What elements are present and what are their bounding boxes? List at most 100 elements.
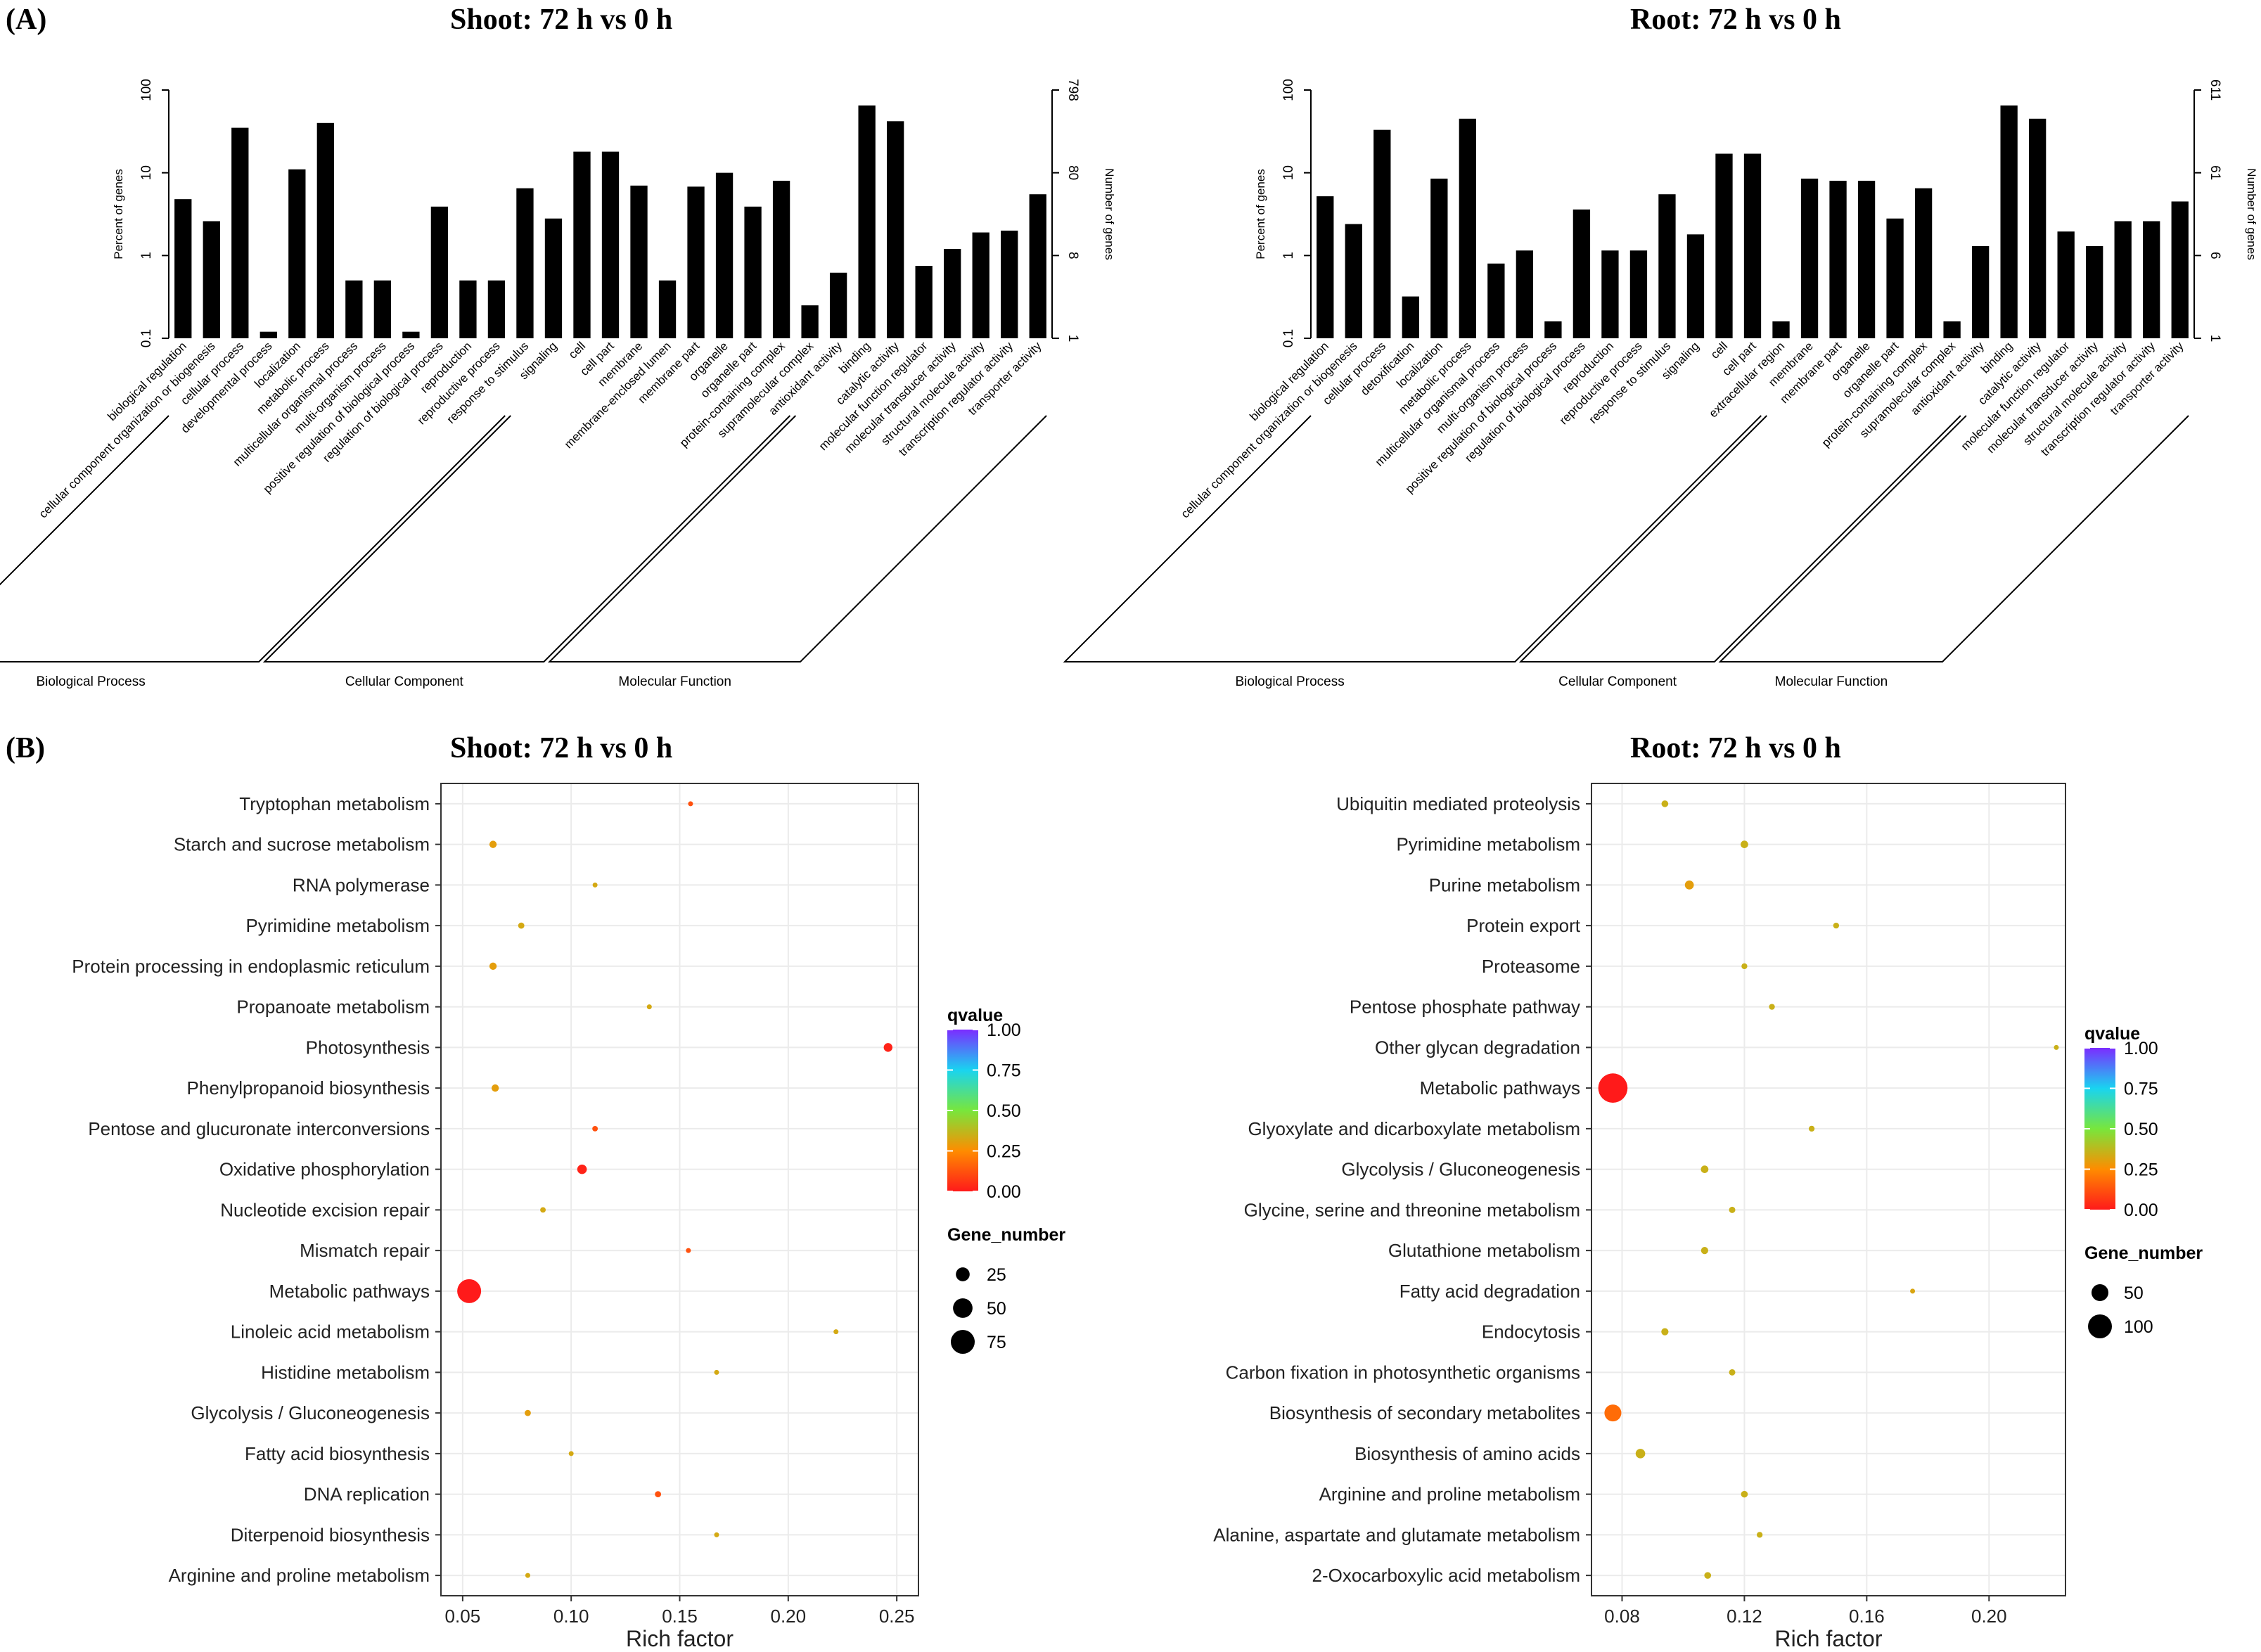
- y-tick-label: 0.1: [1281, 329, 1296, 347]
- point-tryptophan-metabolism: [688, 801, 693, 807]
- bar-biological-regulation: [174, 199, 192, 338]
- bar-cell: [1715, 153, 1733, 338]
- point-oxidative-phosphorylation: [577, 1164, 587, 1174]
- kegg-shoot-title: Shoot: 72 h vs 0 h: [450, 732, 673, 764]
- bar-signaling: [544, 218, 563, 338]
- pathway-label: Glyoxylate and dicarboxylate metabolism: [1248, 1118, 1580, 1139]
- bar-organelle: [715, 172, 734, 338]
- point-nucleotide-excision-repair: [540, 1207, 546, 1213]
- bar-reproductive-process: [487, 280, 506, 338]
- y-tick-label: 100: [1281, 79, 1296, 101]
- legend-color-tick: 0.50: [2124, 1120, 2158, 1139]
- pathway-label: RNA polymerase: [293, 874, 430, 895]
- x-tick-label: 0.08: [1604, 1606, 1640, 1627]
- group-label: Biological Process: [36, 674, 145, 689]
- y2-tick-label: 611: [2208, 79, 2222, 101]
- y-tick-label: 10: [139, 165, 154, 180]
- point-dna-replication: [655, 1491, 662, 1498]
- bar-protein-containing-complex: [1914, 188, 1933, 338]
- bar-antioxidant-activity: [1971, 245, 1990, 338]
- x-tick-label: 0.10: [553, 1606, 589, 1627]
- point-biosynthesis-of-secondary-metabolites: [1604, 1404, 1622, 1422]
- go-root-chart: 0.1 1 10 100 1 6 61 611 Percent of genes Number o…: [1063, 79, 2258, 689]
- panel-a-label: (A): [6, 4, 47, 36]
- bar-regulation-of-biological-process: [430, 206, 449, 338]
- group-label: Cellular Component: [1558, 674, 1677, 689]
- point-alanine-aspartate-and-glutamate-metabolism: [1756, 1532, 1763, 1538]
- legend-size-label: 100: [2124, 1317, 2153, 1337]
- pathway-label: Photosynthesis: [306, 1037, 430, 1058]
- group-bracket-molecular-function: [1718, 415, 2189, 662]
- point-diterpenoid-biosynthesis: [714, 1532, 719, 1537]
- bar-localization: [1430, 178, 1448, 338]
- bar-cellular-component-organization-or-biogenesis: [1345, 224, 1362, 338]
- pathway-label: Glycine, serine and threonine metabolism: [1244, 1199, 1580, 1220]
- legend-size-title: Gene_number: [2084, 1243, 2203, 1263]
- point-biosynthesis-of-amino-acids: [1635, 1449, 1646, 1459]
- y-tick-label: 0.1: [139, 329, 154, 347]
- bar-supramolecular-complex: [801, 305, 819, 338]
- bar-biological-regulation: [1317, 196, 1334, 338]
- pathway-label: Other glycan degradation: [1375, 1037, 1580, 1058]
- y2-tick-label: 6: [2208, 252, 2222, 260]
- bar-multicellular-organismal-process: [345, 280, 363, 338]
- bar-membrane-part: [687, 186, 705, 338]
- point-pentose-and-glucuronate-interconversions: [592, 1125, 598, 1132]
- legend-color-tick: 1.00: [2124, 1039, 2158, 1058]
- bar-membrane-enclosed-lumen: [658, 280, 677, 338]
- legend-color-title: qvalue: [2084, 1024, 2140, 1044]
- legend-size-label: 75: [987, 1333, 1006, 1352]
- bar-molecular-transducer-activity: [944, 249, 961, 338]
- bar-transcription-regulator-activity: [1001, 230, 1018, 338]
- point-proteasome: [1741, 963, 1748, 970]
- x-tick-label: 0.12: [1727, 1606, 1762, 1627]
- pathway-label: DNA replication: [304, 1484, 430, 1505]
- group-bracket-biological-process: [0, 415, 506, 662]
- category-label: cellular component organization or bioge…: [1179, 339, 1360, 520]
- kegg-root-chart: Ubiquitin mediated proteolysis Pyrimidine…: [1213, 783, 2203, 1651]
- y2-axis-title: Number of genes: [1103, 168, 1116, 260]
- point-protein-export: [1833, 922, 1840, 929]
- pathway-label: Glycolysis / Gluconeogenesis: [191, 1402, 430, 1423]
- pathway-label: Pentose and glucuronate interconversions: [88, 1118, 430, 1139]
- bar-metabolic-process: [1459, 118, 1476, 338]
- plot-border: [1591, 783, 2066, 1596]
- pathway-label: Pentose phosphate pathway: [1350, 997, 1580, 1018]
- x-axis-title: Rich factor: [626, 1626, 734, 1651]
- bar-structural-molecule-activity: [2114, 221, 2132, 338]
- y2-axis-title: Number of genes: [2245, 168, 2258, 260]
- y2-tick-label: 80: [1065, 165, 1080, 180]
- y2-tick-label: 61: [2208, 165, 2222, 180]
- y-axis-title: Percent of genes: [112, 169, 125, 260]
- point-glutathione-metabolism: [1700, 1247, 1708, 1255]
- pathway-label: Fatty acid degradation: [1399, 1281, 1580, 1302]
- point-photosynthesis: [883, 1043, 892, 1052]
- group-bracket-molecular-function: [547, 415, 1047, 662]
- bar-binding: [858, 105, 876, 338]
- bar-response-to-stimulus: [1658, 194, 1676, 338]
- group-label: Biological Process: [1236, 674, 1345, 689]
- bar-localization: [288, 169, 306, 338]
- point-starch-and-sucrose-metabolism: [489, 840, 497, 848]
- legend-color-tick: 0.25: [2124, 1160, 2158, 1180]
- bar-multi-organism-process: [373, 280, 392, 338]
- bar-molecular-function-regulator: [2057, 231, 2075, 338]
- bar-transcription-regulator-activity: [2143, 221, 2160, 338]
- legend-size-label: 25: [987, 1265, 1006, 1285]
- bar-molecular-function-regulator: [915, 266, 933, 338]
- pathway-label: Proteasome: [1482, 956, 1580, 977]
- point-arginine-and-proline-metabolism: [1741, 1490, 1748, 1498]
- legend-size-dot: [956, 1267, 970, 1281]
- bar-cellular-process: [1373, 129, 1391, 339]
- bar-organelle-part: [1886, 218, 1904, 338]
- bar-cellular-component-organization-or-biogenesis: [203, 221, 220, 338]
- pathway-label: Pyrimidine metabolism: [1396, 834, 1580, 855]
- bar-cell: [573, 151, 591, 338]
- point-rna-polymerase: [592, 882, 598, 888]
- bar-developmental-process: [260, 331, 277, 338]
- y-tick-label: 1: [139, 252, 154, 260]
- legend-size-dot: [2088, 1314, 2112, 1338]
- point-endocytosis: [1661, 1328, 1669, 1336]
- pathway-label: Histidine metabolism: [261, 1362, 430, 1383]
